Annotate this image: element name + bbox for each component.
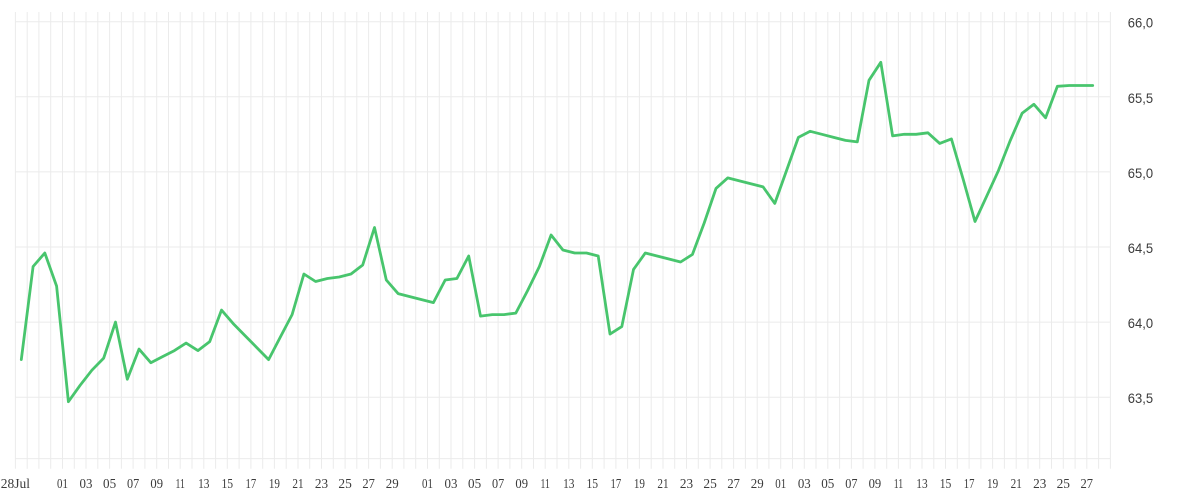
svg-text:13: 13: [563, 477, 574, 492]
svg-text:23: 23: [315, 477, 328, 492]
svg-text:25: 25: [1057, 477, 1070, 492]
svg-text:07: 07: [127, 477, 139, 492]
svg-text:19: 19: [987, 477, 998, 492]
svg-text:09: 09: [515, 477, 528, 492]
svg-text:05: 05: [468, 477, 481, 492]
svg-text:15: 15: [222, 477, 234, 492]
svg-text:13: 13: [198, 477, 209, 492]
svg-text:28Jul: 28Jul: [1, 477, 30, 492]
svg-text:21: 21: [657, 477, 668, 492]
svg-text:05: 05: [103, 477, 116, 492]
svg-text:23: 23: [1033, 477, 1046, 492]
svg-text:11: 11: [176, 477, 185, 492]
svg-text:27: 27: [1081, 477, 1094, 492]
svg-text:15: 15: [587, 477, 599, 492]
svg-text:25: 25: [703, 477, 716, 492]
svg-text:07: 07: [492, 477, 504, 492]
svg-text:23: 23: [680, 477, 693, 492]
svg-text:27: 27: [362, 477, 375, 492]
svg-text:21: 21: [292, 477, 303, 492]
svg-text:13: 13: [916, 477, 927, 492]
svg-text:29: 29: [386, 477, 399, 492]
svg-text:09: 09: [869, 477, 882, 492]
svg-text:01: 01: [775, 477, 786, 492]
svg-text:19: 19: [269, 477, 280, 492]
svg-text:17: 17: [611, 477, 622, 492]
svg-text:21: 21: [1011, 477, 1022, 492]
svg-text:27: 27: [727, 477, 740, 492]
svg-text:11: 11: [894, 477, 903, 492]
svg-text:15: 15: [940, 477, 952, 492]
svg-text:25: 25: [338, 477, 351, 492]
svg-text:64,5: 64,5: [1128, 240, 1153, 256]
svg-text:03: 03: [798, 477, 811, 492]
svg-text:17: 17: [964, 477, 975, 492]
svg-text:65,0: 65,0: [1128, 165, 1153, 181]
svg-text:64,0: 64,0: [1128, 315, 1153, 331]
svg-text:07: 07: [845, 477, 857, 492]
svg-text:03: 03: [445, 477, 458, 492]
svg-text:03: 03: [80, 477, 93, 492]
svg-text:63,5: 63,5: [1128, 390, 1153, 406]
svg-text:66,0: 66,0: [1128, 15, 1153, 31]
svg-text:17: 17: [246, 477, 257, 492]
svg-text:19: 19: [634, 477, 645, 492]
svg-text:05: 05: [821, 477, 834, 492]
svg-text:65,5: 65,5: [1128, 90, 1153, 106]
svg-text:29: 29: [751, 477, 764, 492]
svg-text:01: 01: [422, 477, 433, 492]
svg-text:09: 09: [150, 477, 163, 492]
svg-text:11: 11: [541, 477, 550, 492]
svg-text:01: 01: [57, 477, 68, 492]
